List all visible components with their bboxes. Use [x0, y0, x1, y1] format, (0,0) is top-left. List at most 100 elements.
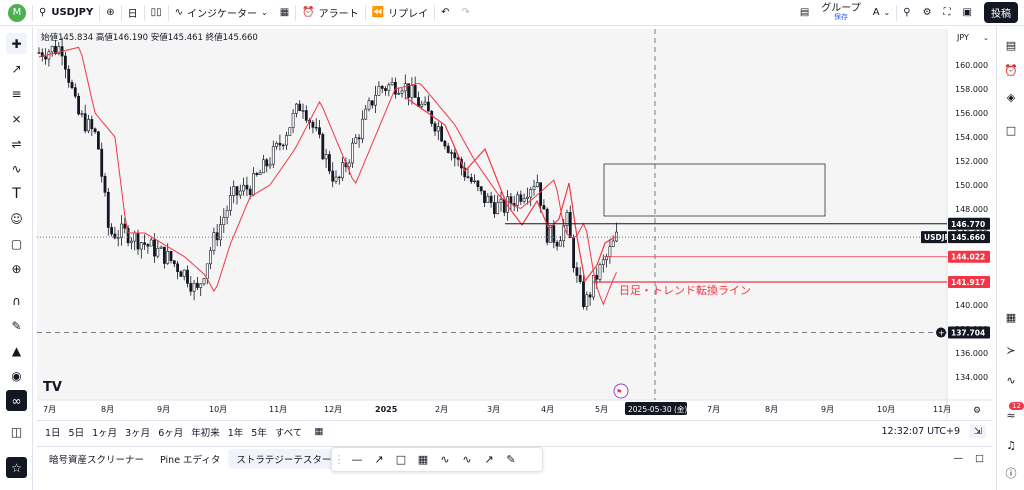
replay-button[interactable]: ⏪ リプレイ [366, 0, 434, 26]
minimize-icon[interactable]: — [953, 453, 964, 464]
quick-search-button[interactable]: ⚲ [897, 0, 916, 26]
crosshair-icon[interactable]: ✚ [6, 33, 27, 54]
pencil-lock-icon[interactable]: ✎ [11, 318, 22, 333]
chat-icon[interactable]: □ [1005, 123, 1017, 137]
fib-retracement-icon[interactable]: ≡ [11, 86, 22, 101]
zoom-in-icon[interactable]: ⊕ [11, 261, 22, 276]
trash-icon[interactable]: ◫ [10, 424, 23, 439]
bell-icon[interactable]: ♫ [1006, 438, 1016, 452]
path-icon[interactable]: ∿ [11, 161, 22, 176]
range-button[interactable]: 1日 [45, 427, 61, 439]
search-icon: ⚲ [903, 7, 911, 18]
forecast-icon[interactable]: ⇌ [11, 136, 22, 151]
bottom-panel-tabs: 暗号資産スクリーナー Pine エディタ ストラテジーテスター — □ [37, 446, 992, 470]
redo-button[interactable]: ↷ [456, 0, 476, 26]
pattern-icon[interactable]: ⨯ [11, 111, 22, 126]
pencil-icon[interactable]: ≻ [1006, 343, 1016, 357]
price-label-text: 145.660 [951, 233, 985, 242]
templates-button[interactable]: ▦ [274, 0, 295, 26]
price-axis[interactable]: 160.000 158.000 156.000 154.000 152.000 150.0… [921, 61, 990, 382]
panel-tab[interactable]: 暗号資産スクリーナー [49, 454, 145, 466]
layout-button[interactable]: ▤ [794, 0, 815, 26]
maximize-icon[interactable]: □ [975, 453, 984, 464]
auto-scale-icon[interactable]: ⇲ [970, 425, 986, 438]
fullscreen-button[interactable]: ⛶ [938, 0, 957, 26]
range-button[interactable]: 3ヶ月 [125, 427, 151, 439]
chart-area[interactable]: 160.000 158.000 156.000 154.000 152.000 150.0… [37, 29, 992, 418]
candle-up [390, 81, 394, 86]
events-icon[interactable] [613, 383, 629, 399]
tools-icon[interactable]: ▦ [1005, 310, 1017, 324]
candle-down [278, 142, 282, 146]
group-letter: A [872, 7, 880, 18]
magnet-icon[interactable]: ∩ [12, 293, 21, 308]
calendar-icon[interactable]: ▦ [314, 426, 324, 437]
panel-tab[interactable]: Pine エディタ [160, 454, 221, 466]
range-button[interactable]: 1ヶ月 [92, 427, 118, 439]
rectangle-drawing[interactable] [603, 163, 826, 217]
compare-button[interactable]: ⊕ [100, 0, 120, 26]
moving-average-line[interactable] [38, 46, 617, 306]
trend-line-icon[interactable]: ↗ [374, 453, 384, 466]
rectangle-icon[interactable]: □ [395, 453, 407, 466]
help-icon[interactable]: ⓘ [1005, 467, 1017, 480]
range-button[interactable]: 5年 [251, 427, 267, 439]
range-button[interactable]: 1年 [227, 427, 244, 439]
group-letter-button[interactable]: A ⌄ [867, 0, 897, 26]
watchlist-icon[interactable]: ▤ [1005, 38, 1017, 52]
text-icon[interactable]: T [12, 185, 21, 202]
gear-icon[interactable]: ⚙ [973, 406, 981, 416]
trend-line-icon[interactable]: ↗ [11, 61, 22, 76]
emoji-icon[interactable]: ☺ [10, 211, 23, 226]
ray-icon[interactable]: ↗ [484, 453, 494, 466]
trend-line-annotation[interactable]: 日足・トレンド転換ライン [619, 284, 751, 297]
range-button[interactable]: 年初来 [191, 427, 220, 439]
zigzag-icon[interactable]: ∿ [462, 453, 472, 466]
range-bar: 1日 5日 1ヶ月 3ヶ月 6ヶ月 年初来 1年 5年 すべて ▦ 12:32:07 UTC+9… [37, 420, 992, 442]
camera-icon: ▣ [962, 7, 972, 18]
broadcast-icon[interactable]: ≈ [1006, 408, 1016, 422]
range-button[interactable]: 5日 [68, 427, 85, 439]
candle-down [430, 110, 434, 124]
range-button[interactable]: すべて [274, 427, 303, 439]
snapshot-button[interactable]: ▣ [957, 0, 978, 26]
path-icon[interactable]: ∿ [440, 453, 450, 466]
chart-type-button[interactable]: ▯▯ [145, 0, 168, 26]
candle-down [123, 223, 127, 229]
plus-circle-icon[interactable] [936, 327, 946, 338]
link-icon[interactable]: ∞ [6, 390, 27, 411]
candle-up [166, 250, 170, 264]
publish-button[interactable]: 投稿 [978, 0, 1024, 26]
currency-label[interactable]: JPY [956, 33, 969, 42]
candle-down [215, 232, 219, 241]
undo-button[interactable]: ↶ [435, 0, 455, 26]
clock-label[interactable]: 12:32:07 UTC+9 [881, 426, 961, 437]
alert-button[interactable]: ⏰ アラート [296, 0, 364, 26]
drag-handle-icon[interactable]: ⋮ [333, 453, 345, 466]
eye-icon[interactable]: ◉ [11, 368, 22, 383]
lock-icon[interactable]: ▲ [11, 343, 22, 358]
settings-button[interactable]: ⚙ [917, 0, 938, 26]
hotlist-icon[interactable]: ∿ [1006, 373, 1016, 387]
price-chart[interactable]: 160.000 158.000 156.000 154.000 152.000 150.0… [37, 29, 992, 418]
right-sidebar: ▤ ⏰ ◈ □ ▦ ≻ ∿ ≈ 12 ♫ ⓘ [996, 27, 1024, 490]
range-button[interactable]: 6ヶ月 [158, 427, 184, 439]
zigzag-trend-path[interactable] [404, 96, 616, 283]
alarm-clock-icon[interactable]: ⏰ [1004, 63, 1018, 77]
user-avatar[interactable]: M [8, 3, 26, 22]
interval-button[interactable]: 日 [127, 9, 138, 20]
grid-rect-icon[interactable]: ▦ [417, 453, 429, 466]
star-icon[interactable]: ☆ [6, 457, 27, 478]
ruler-icon[interactable]: ▢ [10, 236, 23, 251]
layers-icon[interactable]: ◈ [1006, 90, 1016, 104]
symbol-search[interactable]: ⚲ USDJPY [33, 0, 99, 26]
candle-down [255, 173, 259, 175]
divider [896, 4, 898, 21]
time-axis[interactable]: 7月8月9月10月11月12月20252月3月4月5月6月7月8月9月10月11… [43, 402, 951, 415]
brush-icon[interactable]: ✎ [506, 453, 516, 466]
horizontal-ray-icon[interactable]: — [351, 453, 363, 466]
group-button[interactable]: グループ 保存 [815, 0, 866, 26]
candle-down [489, 195, 493, 203]
indicators-button[interactable]: ∿ インジケーター ⌄ [169, 0, 274, 26]
panel-tab[interactable]: ストラテジーテスター [228, 448, 340, 469]
